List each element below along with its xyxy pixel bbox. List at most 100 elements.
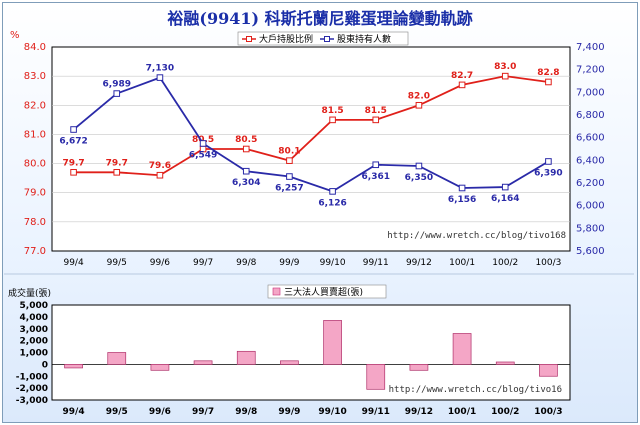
- data-label: 7,130: [146, 64, 174, 74]
- data-label: 6,549: [189, 150, 217, 160]
- data-label: 79.6: [149, 161, 171, 171]
- bottom-x-tick-label: 99/7: [192, 407, 214, 417]
- data-label: 6,672: [59, 137, 87, 147]
- bar: [495, 361, 515, 365]
- data-label: 6,989: [103, 80, 131, 90]
- x-tick-label: 99/12: [406, 258, 432, 268]
- legend-series-2: 股東持有人數: [337, 33, 391, 45]
- data-label: 6,390: [534, 168, 562, 178]
- data-point: [70, 126, 77, 133]
- data-point: [156, 171, 164, 179]
- data-label: 6,304: [232, 178, 260, 188]
- bar: [366, 364, 386, 390]
- data-point: [286, 173, 293, 180]
- data-label: 79.7: [62, 158, 84, 168]
- bar: [452, 333, 472, 365]
- series-line-shareholder-count: [73, 76, 549, 193]
- right-tick-label: 6,600: [576, 133, 605, 144]
- data-point: [545, 78, 552, 86]
- data-label: 80.1: [278, 147, 300, 157]
- bar: [280, 360, 299, 365]
- left-tick-label: 82.0: [24, 100, 46, 111]
- legend-bar-series: 三大法人買賣超(張): [284, 286, 363, 298]
- data-point: [286, 157, 293, 164]
- data-label: 80.5: [235, 135, 257, 145]
- x-tick-label: 100/1: [449, 258, 475, 268]
- data-label: 79.7: [106, 158, 128, 168]
- data-label: 6,156: [448, 195, 476, 205]
- series-line-major-holders: [73, 75, 549, 177]
- data-point: [113, 169, 121, 176]
- top-legend: 大戶持股比例 股東持有人數: [237, 31, 409, 46]
- x-tick-label: 99/10: [320, 258, 346, 268]
- x-tick-label: 99/4: [63, 258, 83, 268]
- bottom-x-tick-label: 99/11: [362, 407, 390, 417]
- data-point: [329, 188, 336, 195]
- bottom-tick-label: 0: [42, 360, 48, 370]
- bottom-tick-label: 1,000: [20, 349, 48, 359]
- bottom-tick-label: -2,000: [16, 384, 48, 394]
- x-tick-label: 99/11: [363, 258, 389, 268]
- data-point: [329, 116, 336, 124]
- bottom-legend: 三大法人買賣超(張): [267, 284, 387, 299]
- left-tick-label: 79.0: [24, 188, 46, 199]
- bottom-x-tick-label: 100/3: [534, 407, 562, 417]
- data-label: 6,361: [362, 172, 390, 182]
- right-tick-label: 5,600: [576, 246, 605, 257]
- data-point: [199, 140, 207, 147]
- right-tick-label: 6,200: [576, 178, 605, 189]
- data-label: 82.8: [537, 68, 559, 78]
- right-tick-label: 6,000: [576, 201, 605, 212]
- data-point: [156, 74, 164, 81]
- left-tick-label: 80.0: [24, 159, 46, 170]
- data-label: 6,164: [491, 194, 519, 204]
- data-label: 82.0: [408, 91, 430, 101]
- bar: [107, 352, 127, 365]
- x-tick-label: 99/7: [193, 258, 213, 268]
- bar: [64, 364, 83, 369]
- data-label: 81.5: [321, 106, 343, 116]
- chart-title: 裕融(9941) 科斯托蘭尼雞蛋理論變動軌跡: [166, 9, 472, 28]
- bottom-x-tick-label: 99/10: [318, 407, 346, 417]
- data-point: [545, 158, 552, 165]
- x-tick-label: 99/9: [279, 258, 299, 268]
- left-tick-label: 77.0: [24, 246, 46, 257]
- bottom-x-tick-label: 99/5: [106, 407, 128, 417]
- left-tick-label: 81.0: [24, 129, 46, 140]
- bottom-x-tick-label: 99/12: [405, 407, 433, 417]
- data-point: [458, 81, 466, 89]
- bar: [236, 350, 256, 365]
- data-point: [415, 101, 423, 109]
- right-tick-label: 6,800: [576, 110, 605, 121]
- bar: [409, 364, 429, 371]
- bottom-plot-area: [51, 304, 571, 401]
- data-label: 81.5: [365, 106, 387, 116]
- left-tick-label: 83.0: [24, 71, 46, 82]
- data-point: [372, 161, 380, 169]
- bottom-x-tick-label: 99/9: [278, 407, 300, 417]
- data-point: [501, 183, 509, 191]
- data-label: 82.7: [451, 71, 473, 81]
- bottom-tick-label: 4,000: [20, 313, 48, 323]
- legend-series-1: 大戶持股比例: [259, 33, 313, 45]
- bottom-tick-label: 5,000: [20, 301, 48, 311]
- data-label: 80.5: [192, 135, 214, 145]
- bottom-tick-label: -3,000: [16, 396, 48, 406]
- right-tick-label: 7,200: [576, 65, 605, 76]
- x-tick-label: 99/6: [150, 258, 170, 268]
- data-label: 83.0: [494, 62, 516, 72]
- bottom-tick-label: 3,000: [20, 325, 48, 335]
- bottom-x-tick-label: 99/8: [235, 407, 257, 417]
- x-tick-label: 99/5: [107, 258, 127, 268]
- data-point: [501, 72, 509, 80]
- x-tick-label: 100/2: [492, 258, 518, 268]
- bottom-x-tick-label: 100/2: [491, 407, 519, 417]
- left-tick-label: 84.0: [24, 42, 46, 53]
- x-tick-label: 100/3: [535, 258, 561, 268]
- bottom-watermark: http://www.wretch.cc/blog/tivo16: [389, 385, 562, 395]
- bottom-tick-label: 2,000: [20, 337, 48, 347]
- bottom-tick-label: -1,000: [16, 372, 48, 382]
- left-axis-unit: %: [10, 30, 20, 41]
- bar: [150, 364, 170, 371]
